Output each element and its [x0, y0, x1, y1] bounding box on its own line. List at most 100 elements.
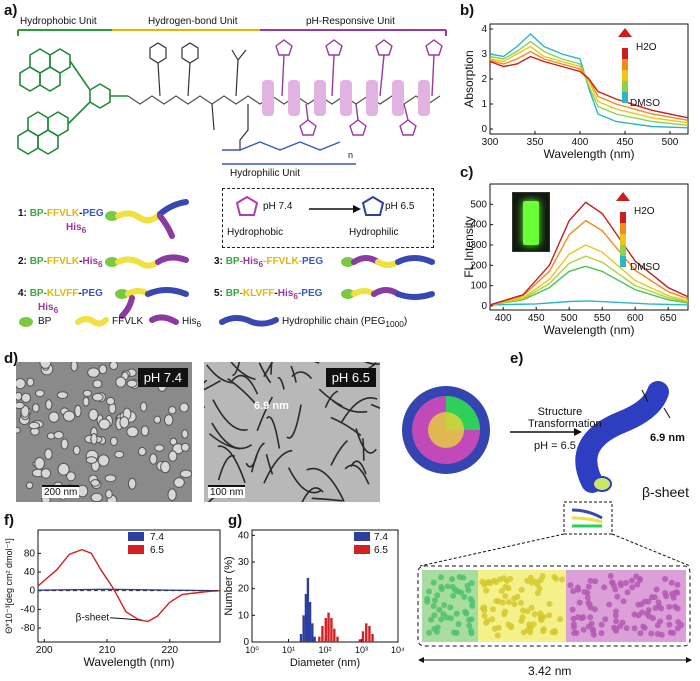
bar — [361, 631, 365, 642]
nanofiber — [266, 416, 281, 449]
bar — [330, 618, 333, 642]
molecule-bead — [527, 574, 534, 581]
micelle-particle — [39, 362, 52, 369]
plot-frame — [489, 183, 689, 311]
molecule-bead — [623, 625, 630, 632]
gradient-segment — [622, 48, 628, 59]
nanofiber — [306, 467, 345, 502]
y-tick-label: 10 — [238, 610, 250, 621]
micelle-particle — [21, 392, 31, 404]
molecule-bead — [502, 608, 508, 615]
molecule-bead — [483, 587, 490, 594]
bar — [324, 618, 327, 642]
molecule-bead — [481, 612, 488, 619]
legend-his: His6 — [182, 316, 202, 329]
panel-label-f: f) — [4, 512, 14, 529]
nanofiber — [363, 362, 380, 365]
gradient-segment — [622, 70, 628, 81]
compound-cartoons — [19, 199, 435, 327]
scale-bar-100: 100 nm — [208, 485, 246, 498]
gradient-bottom-label: DMSO — [630, 98, 660, 109]
micelle-particle — [98, 418, 111, 430]
x-tick-label: 400 — [572, 137, 589, 148]
nanofiber — [250, 442, 265, 473]
molecule-bead — [585, 623, 592, 630]
nanofiber — [313, 362, 320, 364]
bar — [308, 602, 312, 642]
x-tick-label: 10⁰ — [245, 645, 259, 655]
molecule-bead — [629, 584, 636, 591]
y-tick-label: 500 — [470, 199, 487, 210]
molecule-bead — [585, 583, 592, 590]
ph-6-5-label: pH 6.5 — [385, 201, 415, 212]
bar — [368, 626, 371, 642]
molecule-bead — [571, 624, 577, 631]
micelle-particle — [20, 404, 30, 418]
fiber-width-label: 6.9 nm — [254, 400, 289, 412]
micelle-particle — [115, 376, 127, 388]
molecule-bead — [465, 587, 472, 594]
legend-label: 6.5 — [150, 545, 164, 556]
micelle-particle — [179, 402, 189, 413]
legend-swatch — [128, 532, 144, 541]
micelle-particle — [104, 474, 117, 483]
molecule-bead — [519, 614, 526, 621]
molecule-bead — [432, 597, 438, 604]
bar — [318, 636, 321, 642]
molecule-bead — [624, 589, 631, 596]
molecule-bead — [502, 593, 509, 600]
micelle-particle — [66, 471, 76, 482]
molecule-bead — [495, 624, 502, 631]
y-tick-label: 80 — [24, 548, 36, 559]
gradient-segment — [620, 223, 626, 234]
x-tick-label: 10² — [318, 645, 331, 655]
molecule-bead — [601, 584, 608, 591]
micelle-particle — [149, 453, 158, 465]
micelle-particle — [168, 450, 178, 462]
micelle-particle — [160, 460, 171, 474]
cd-chart: 200 210 220 -80 -40 0 40 80 Wavelength (nm) Θ*10⁻… — [4, 529, 221, 669]
ph-condition-label: pH = 6.5 — [534, 440, 576, 452]
nanofiber — [217, 445, 246, 483]
molecule-bead — [557, 616, 564, 623]
micelle-particle — [88, 408, 99, 421]
molecule-bead — [428, 616, 434, 623]
molecule-bead — [508, 624, 514, 631]
molecule-bead — [634, 581, 641, 588]
molecule-bead — [468, 580, 475, 586]
y-tick-label: 0 — [481, 124, 487, 135]
molecule-bead — [511, 601, 518, 608]
compound-5: 5: BP-KLVFF-His6-PEG — [214, 288, 323, 301]
x-tick-label: 650 — [660, 313, 677, 324]
y-tick-label: -40 — [21, 604, 36, 615]
tem-image-ph6-5: pH 6.5 6.9 nm 100 nm — [204, 362, 380, 502]
legend-swatch — [128, 545, 144, 554]
micelle-particle — [106, 396, 115, 406]
nanofiber — [301, 487, 324, 502]
molecule-bead — [662, 576, 669, 582]
micelle-particle — [128, 477, 137, 490]
y-tick-label: 0 — [29, 586, 35, 597]
series-line — [489, 33, 689, 129]
molecule-bead — [438, 616, 445, 623]
x-tick-label: 200 — [36, 645, 53, 656]
panel-label-a: a) — [4, 2, 18, 19]
molecule-bead — [614, 593, 621, 600]
legend-swatch — [354, 532, 370, 541]
tem-image-ph7-4: pH 7.4 200 nm — [16, 362, 192, 502]
x-tick-label: 500 — [561, 313, 578, 324]
nanofiber — [263, 449, 293, 484]
bar — [313, 636, 316, 642]
molecule-bead — [590, 628, 597, 635]
micelle-particle — [119, 416, 130, 429]
molecule-bead — [619, 619, 626, 626]
bar — [327, 612, 330, 642]
hbond-unit-label: Hydrogen-bond Unit — [148, 16, 238, 27]
x-tick-label: 600 — [627, 313, 644, 324]
gradient-segment — [620, 234, 626, 245]
molecule-bead — [466, 616, 473, 623]
x-tick-label: 10¹ — [282, 645, 295, 655]
gradient-segment — [620, 212, 626, 223]
nanofiber — [332, 399, 368, 413]
structure-label: Structure Transformation — [528, 406, 602, 430]
